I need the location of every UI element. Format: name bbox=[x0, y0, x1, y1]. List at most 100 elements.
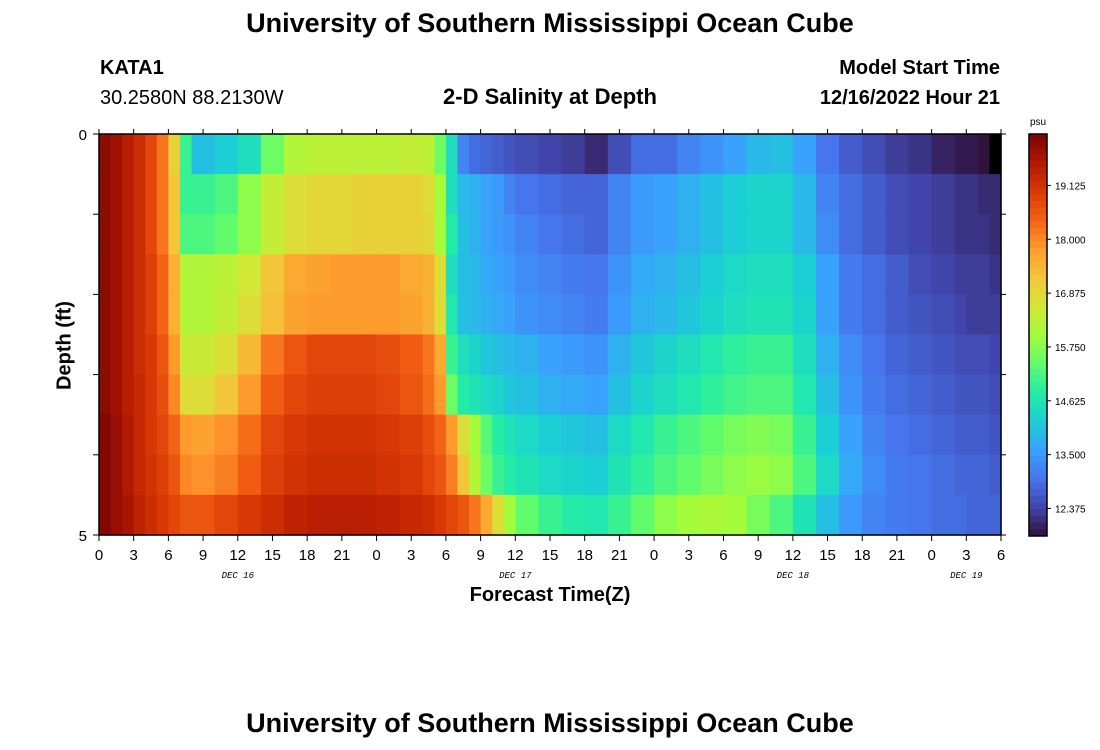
heatmap-cell bbox=[908, 494, 933, 536]
heatmap-cell bbox=[399, 294, 424, 336]
heatmap-cell bbox=[862, 334, 886, 376]
heatmap-cell bbox=[977, 494, 991, 536]
heatmap-cell bbox=[908, 414, 933, 456]
heatmap-cell bbox=[503, 214, 516, 255]
heatmap-cell bbox=[156, 134, 169, 175]
heatmap-cell bbox=[862, 214, 886, 255]
x-tick-label: 3 bbox=[407, 547, 415, 564]
colorbar-tick-label: 13.500 bbox=[1055, 451, 1086, 462]
heatmap-cell bbox=[908, 214, 933, 255]
heatmap-cell bbox=[376, 414, 401, 456]
heatmap-cell bbox=[457, 454, 470, 496]
heatmap-cell bbox=[654, 214, 678, 255]
heatmap-cell bbox=[584, 254, 609, 295]
heatmap-cell bbox=[654, 174, 678, 215]
heatmap-cell bbox=[399, 414, 424, 456]
heatmap-cell bbox=[584, 334, 609, 376]
heatmap-cell bbox=[607, 294, 632, 336]
heatmap-cell bbox=[145, 374, 158, 416]
heatmap-cell bbox=[284, 494, 308, 536]
x-tick-label: 6 bbox=[164, 547, 172, 564]
heatmap-cell bbox=[133, 334, 146, 376]
heatmap-cell bbox=[469, 374, 482, 416]
x-tick-label: 6 bbox=[997, 547, 1005, 564]
heatmap-cell bbox=[110, 294, 123, 336]
heatmap-cell bbox=[966, 454, 979, 496]
heatmap-cell bbox=[145, 414, 158, 456]
heatmap-cell bbox=[977, 374, 991, 416]
heatmap-cell bbox=[191, 254, 216, 295]
colorbar-segment bbox=[1029, 375, 1047, 383]
heatmap-cell bbox=[746, 254, 771, 295]
heatmap-cell bbox=[538, 374, 563, 416]
heatmap-cell bbox=[723, 174, 748, 215]
heatmap-cell bbox=[746, 334, 771, 376]
colorbar-segment bbox=[1029, 268, 1047, 276]
heatmap-cell bbox=[839, 414, 863, 456]
heatmap-cell bbox=[654, 374, 678, 416]
x-axis-label: Forecast Time(Z) bbox=[469, 584, 631, 606]
heatmap-cell bbox=[457, 294, 470, 336]
heatmap-cell bbox=[503, 294, 516, 336]
heatmap-cell bbox=[630, 494, 655, 536]
heatmap-cell bbox=[191, 214, 216, 255]
x-tick-label: 18 bbox=[576, 547, 593, 564]
heatmap-cell bbox=[422, 494, 435, 536]
heatmap-cell bbox=[503, 374, 516, 416]
heatmap-cell bbox=[145, 494, 158, 536]
heatmap-cell bbox=[422, 134, 435, 175]
heatmap-cell bbox=[769, 414, 794, 456]
heatmap-cell bbox=[746, 374, 771, 416]
heatmap-cell bbox=[156, 414, 169, 456]
heatmap-cell bbox=[862, 414, 886, 456]
heatmap-cell bbox=[457, 374, 470, 416]
heatmap-cell bbox=[700, 454, 725, 496]
heatmap-cell bbox=[480, 494, 493, 536]
heatmap-cell bbox=[145, 294, 158, 336]
colorbar-segment bbox=[1029, 281, 1047, 289]
heatmap-cell bbox=[723, 134, 748, 175]
heatmap-cell bbox=[330, 134, 355, 175]
heatmap-cell bbox=[353, 494, 378, 536]
heatmap-cell bbox=[168, 174, 181, 215]
heatmap-cell bbox=[353, 454, 378, 496]
heatmap-cell bbox=[792, 334, 817, 376]
heatmap-cell bbox=[445, 254, 459, 295]
heatmap-cell bbox=[561, 494, 586, 536]
heatmap-cell bbox=[284, 294, 308, 336]
heatmap-cell bbox=[492, 374, 505, 416]
heatmap-cell bbox=[434, 494, 447, 536]
x-tick-label: 21 bbox=[334, 547, 351, 564]
heatmap-cell bbox=[399, 374, 424, 416]
heatmap-cell bbox=[307, 174, 331, 215]
heatmap-cell bbox=[330, 454, 355, 496]
heatmap-cell bbox=[700, 374, 725, 416]
heatmap-cell bbox=[839, 294, 863, 336]
heatmap-cell bbox=[99, 374, 112, 416]
colorbar-segment bbox=[1029, 221, 1047, 229]
heatmap-cell bbox=[977, 254, 991, 295]
heatmap-cell bbox=[677, 494, 701, 536]
colorbar-segment bbox=[1029, 335, 1047, 343]
heatmap-cell bbox=[792, 454, 817, 496]
heatmap-cell bbox=[885, 494, 910, 536]
colorbar-segment bbox=[1029, 395, 1047, 403]
heatmap-cell bbox=[214, 174, 239, 215]
heatmap-cell bbox=[677, 254, 701, 295]
heatmap-cell bbox=[133, 374, 146, 416]
heatmap-cell bbox=[399, 134, 424, 175]
heatmap-cell bbox=[145, 334, 158, 376]
heatmap-cell bbox=[954, 134, 967, 175]
heatmap-cell bbox=[422, 334, 435, 376]
heatmap-cell bbox=[677, 414, 701, 456]
heatmap-cell bbox=[457, 214, 470, 255]
heatmap-cell bbox=[954, 294, 967, 336]
heatmap-cell bbox=[966, 334, 979, 376]
heatmap-cell bbox=[584, 294, 609, 336]
heatmap-cell bbox=[815, 414, 840, 456]
heatmap-cell bbox=[445, 454, 459, 496]
colorbar-segment bbox=[1029, 174, 1047, 182]
heatmap-cell bbox=[284, 454, 308, 496]
heatmap-cell bbox=[179, 334, 193, 376]
colorbar-segment bbox=[1029, 301, 1047, 309]
